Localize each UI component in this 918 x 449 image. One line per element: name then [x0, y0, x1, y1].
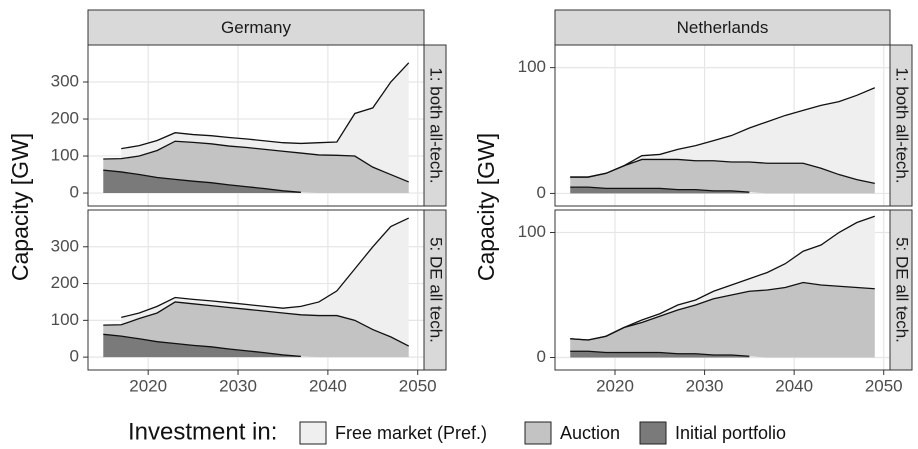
area-edge: [121, 62, 410, 150]
y-tick-label: 0: [537, 347, 546, 366]
x-tick-label: 2020: [596, 376, 634, 395]
area-edge: [121, 217, 410, 319]
area-edge: [570, 186, 750, 193]
strip: [889, 209, 913, 371]
x-tick-label: 2050: [865, 376, 903, 395]
x-tick-label: 2040: [775, 376, 813, 395]
area-edge: [103, 301, 410, 347]
area: [570, 216, 875, 340]
area-edge: [570, 87, 876, 178]
area-edge: [103, 140, 409, 183]
strip: [889, 44, 913, 207]
x-tick-label: 2030: [686, 376, 724, 395]
y-tick-label: 200: [51, 273, 79, 292]
y-tick-label: 0: [537, 183, 546, 202]
legend-label: Free market (Pref.): [335, 423, 487, 443]
strip: [423, 209, 447, 371]
area-edge: [103, 169, 301, 193]
legend-label: Initial portfolio: [675, 423, 786, 443]
y-tick-label: 300: [51, 236, 79, 255]
strip-label: 1: both all-tech.: [427, 67, 446, 183]
strip: [554, 9, 891, 46]
strip-label: Germany: [221, 18, 291, 37]
x-tick-label: 2050: [399, 376, 437, 395]
strip: [87, 9, 425, 46]
legend-title: Investment in:: [128, 418, 277, 445]
y-tick-label: 200: [51, 109, 79, 128]
y-tick-label: 0: [70, 183, 79, 202]
area-edge: [103, 333, 301, 358]
x-tick-label: 2030: [219, 376, 257, 395]
y-tick-label: 100: [51, 310, 79, 329]
strip-label: Netherlands: [677, 18, 769, 37]
legend-swatch: [639, 421, 667, 445]
legend-label: Auction: [560, 423, 620, 443]
x-tick-label: 2020: [129, 376, 167, 395]
legend-swatch: [524, 421, 552, 445]
y-tick-label: 100: [518, 222, 546, 241]
y-tick-label: 300: [51, 71, 79, 90]
area: [121, 62, 409, 182]
area: [103, 141, 409, 194]
y-tick-label: 0: [70, 347, 79, 366]
y-axis-label: Capacity [GW]: [473, 133, 499, 281]
area: [570, 282, 875, 358]
strip-label: 5: DE all tech.: [893, 237, 912, 343]
area: [121, 218, 409, 347]
area: [570, 159, 875, 194]
strip-label: 1: both all-tech.: [893, 67, 912, 183]
legend-swatch: [299, 421, 327, 445]
y-tick-label: 100: [518, 57, 546, 76]
area-edge: [570, 215, 875, 341]
strip: [423, 44, 447, 207]
strip-label: 5: DE all tech.: [427, 237, 446, 343]
area-edge: [570, 350, 750, 357]
y-axis-label: Capacity [GW]: [7, 133, 33, 281]
x-tick-label: 2040: [309, 376, 347, 395]
y-tick-label: 100: [51, 146, 79, 165]
